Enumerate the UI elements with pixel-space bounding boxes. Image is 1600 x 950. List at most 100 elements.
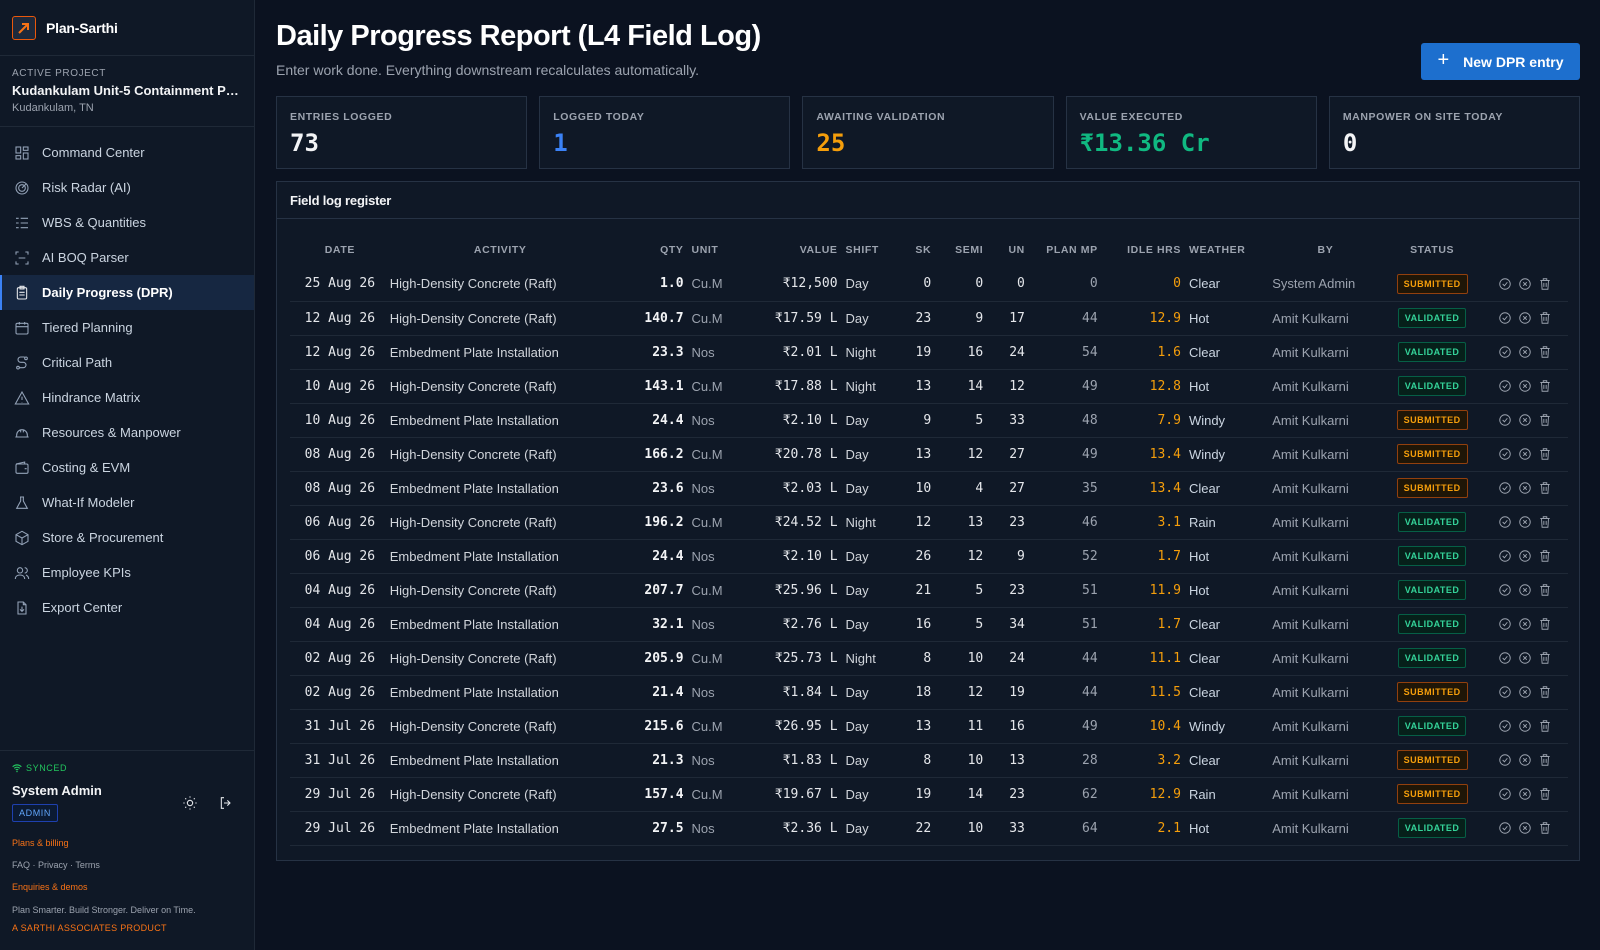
reject-x-icon[interactable] xyxy=(1518,277,1532,291)
delete-trash-icon[interactable] xyxy=(1538,447,1552,461)
delete-trash-icon[interactable] xyxy=(1538,685,1552,699)
table-row[interactable]: 29 Jul 26 Embedment Plate Installation 27.… xyxy=(290,811,1568,846)
column-header-value[interactable]: VALUE xyxy=(799,244,838,256)
validate-check-icon[interactable] xyxy=(1498,515,1512,529)
validate-check-icon[interactable] xyxy=(1498,481,1512,495)
validate-check-icon[interactable] xyxy=(1498,311,1512,325)
sidebar-item-critical-path[interactable]: Critical Path xyxy=(0,345,254,380)
table-row[interactable]: 29 Jul 26 High-Density Concrete (Raft) 157… xyxy=(290,777,1568,812)
column-header-unit[interactable]: UNIT xyxy=(691,244,719,256)
reject-x-icon[interactable] xyxy=(1518,821,1532,835)
column-header-date[interactable]: DATE xyxy=(324,244,355,256)
column-header-status[interactable]: STATUS xyxy=(1410,244,1455,256)
table-row[interactable]: 12 Aug 26 Embedment Plate Installation 23.… xyxy=(290,335,1568,370)
delete-trash-icon[interactable] xyxy=(1538,821,1552,835)
delete-trash-icon[interactable] xyxy=(1538,787,1552,801)
reject-x-icon[interactable] xyxy=(1518,719,1532,733)
delete-trash-icon[interactable] xyxy=(1538,413,1552,427)
theme-toggle-sun-icon[interactable] xyxy=(182,795,198,811)
sidebar-item-daily-progress-dpr[interactable]: Daily Progress (DPR) xyxy=(0,275,254,310)
sidebar-item-ai-boq-parser[interactable]: AI BOQ Parser xyxy=(0,240,254,275)
column-header-activity[interactable]: ACTIVITY xyxy=(473,244,527,256)
sidebar-item-costing-evm[interactable]: Costing & EVM xyxy=(0,450,254,485)
table-row[interactable]: 12 Aug 26 High-Density Concrete (Raft) 140… xyxy=(290,301,1568,336)
table-row[interactable]: 06 Aug 26 Embedment Plate Installation 24.… xyxy=(290,539,1568,574)
validate-check-icon[interactable] xyxy=(1498,753,1512,767)
validate-check-icon[interactable] xyxy=(1498,821,1512,835)
table-row[interactable]: 08 Aug 26 High-Density Concrete (Raft) 166… xyxy=(290,437,1568,472)
plans-billing-link[interactable]: Plans & billing xyxy=(12,838,69,848)
column-header-shift[interactable]: SHIFT xyxy=(845,244,879,256)
reject-x-icon[interactable] xyxy=(1518,311,1532,325)
column-header-plan-mp[interactable]: PLAN MP xyxy=(1046,244,1098,256)
reject-x-icon[interactable] xyxy=(1518,753,1532,767)
reject-x-icon[interactable] xyxy=(1518,651,1532,665)
brand[interactable]: Plan-Sarthi xyxy=(0,0,254,56)
table-row[interactable]: 04 Aug 26 High-Density Concrete (Raft) 207… xyxy=(290,573,1568,608)
reject-x-icon[interactable] xyxy=(1518,515,1532,529)
reject-x-icon[interactable] xyxy=(1518,787,1532,801)
table-row[interactable]: 25 Aug 26 High-Density Concrete (Raft) 1.0… xyxy=(290,267,1568,302)
sidebar-item-wbs-quantities[interactable]: WBS & Quantities xyxy=(0,205,254,240)
column-header-by[interactable]: BY xyxy=(1317,244,1334,256)
table-row[interactable]: 02 Aug 26 Embedment Plate Installation 21.… xyxy=(290,675,1568,710)
validate-check-icon[interactable] xyxy=(1498,277,1512,291)
sidebar-item-resources-manpower[interactable]: Resources & Manpower xyxy=(0,415,254,450)
validate-check-icon[interactable] xyxy=(1498,549,1512,563)
validate-check-icon[interactable] xyxy=(1498,583,1512,597)
reject-x-icon[interactable] xyxy=(1518,345,1532,359)
column-header-weather[interactable]: WEATHER xyxy=(1188,244,1246,256)
sidebar-item-export-center[interactable]: Export Center xyxy=(0,590,254,625)
column-header-sk[interactable]: SK xyxy=(915,244,932,256)
enquiries-link[interactable]: Enquiries & demos xyxy=(12,882,88,892)
delete-trash-icon[interactable] xyxy=(1538,277,1552,291)
delete-trash-icon[interactable] xyxy=(1538,753,1552,767)
reject-x-icon[interactable] xyxy=(1518,413,1532,427)
new-dpr-entry-button[interactable]: + New DPR entry xyxy=(1421,43,1580,80)
validate-check-icon[interactable] xyxy=(1498,447,1512,461)
sidebar-item-store-procurement[interactable]: Store & Procurement xyxy=(0,520,254,555)
validate-check-icon[interactable] xyxy=(1498,617,1512,631)
reject-x-icon[interactable] xyxy=(1518,379,1532,393)
validate-check-icon[interactable] xyxy=(1498,651,1512,665)
delete-trash-icon[interactable] xyxy=(1538,719,1552,733)
sidebar-item-command-center[interactable]: Command Center xyxy=(0,135,254,170)
column-header-semi[interactable]: SEMI xyxy=(955,244,984,256)
column-header-un[interactable]: UN xyxy=(1008,244,1025,256)
reject-x-icon[interactable] xyxy=(1518,481,1532,495)
sidebar-item-what-if-modeler[interactable]: What-If Modeler xyxy=(0,485,254,520)
table-row[interactable]: 08 Aug 26 Embedment Plate Installation 23.… xyxy=(290,471,1568,506)
active-project[interactable]: ACTIVE PROJECT Kudankulam Unit-5 Contain… xyxy=(0,56,254,127)
reject-x-icon[interactable] xyxy=(1518,447,1532,461)
validate-check-icon[interactable] xyxy=(1498,379,1512,393)
table-row[interactable]: 10 Aug 26 High-Density Concrete (Raft) 143… xyxy=(290,369,1568,404)
sidebar-item-risk-radar-ai[interactable]: Risk Radar (AI) xyxy=(0,170,254,205)
sidebar-item-employee-kpis[interactable]: Employee KPIs xyxy=(0,555,254,590)
faq-privacy-terms-links[interactable]: FAQ · Privacy · Terms xyxy=(12,860,100,870)
table-row[interactable]: 02 Aug 26 High-Density Concrete (Raft) 205… xyxy=(290,641,1568,676)
validate-check-icon[interactable] xyxy=(1498,787,1512,801)
logout-icon[interactable] xyxy=(218,795,234,811)
validate-check-icon[interactable] xyxy=(1498,685,1512,699)
delete-trash-icon[interactable] xyxy=(1538,379,1552,393)
validate-check-icon[interactable] xyxy=(1498,345,1512,359)
delete-trash-icon[interactable] xyxy=(1538,481,1552,495)
table-row[interactable]: 31 Jul 26 High-Density Concrete (Raft) 215… xyxy=(290,709,1568,744)
reject-x-icon[interactable] xyxy=(1518,583,1532,597)
delete-trash-icon[interactable] xyxy=(1538,617,1552,631)
table-row[interactable]: 06 Aug 26 High-Density Concrete (Raft) 196… xyxy=(290,505,1568,540)
delete-trash-icon[interactable] xyxy=(1538,345,1552,359)
delete-trash-icon[interactable] xyxy=(1538,515,1552,529)
sidebar-item-hindrance-matrix[interactable]: Hindrance Matrix xyxy=(0,380,254,415)
table-row[interactable]: 31 Jul 26 Embedment Plate Installation 21.… xyxy=(290,743,1568,778)
column-header-idle-hrs[interactable]: IDLE HRS xyxy=(1127,244,1181,256)
table-row[interactable]: 10 Aug 26 Embedment Plate Installation 24.… xyxy=(290,403,1568,438)
delete-trash-icon[interactable] xyxy=(1538,583,1552,597)
table-row[interactable]: 04 Aug 26 Embedment Plate Installation 32.… xyxy=(290,607,1568,642)
delete-trash-icon[interactable] xyxy=(1538,651,1552,665)
sidebar-item-tiered-planning[interactable]: Tiered Planning xyxy=(0,310,254,345)
reject-x-icon[interactable] xyxy=(1518,617,1532,631)
validate-check-icon[interactable] xyxy=(1498,413,1512,427)
validate-check-icon[interactable] xyxy=(1498,719,1512,733)
column-header-qty[interactable]: QTY xyxy=(660,244,684,256)
